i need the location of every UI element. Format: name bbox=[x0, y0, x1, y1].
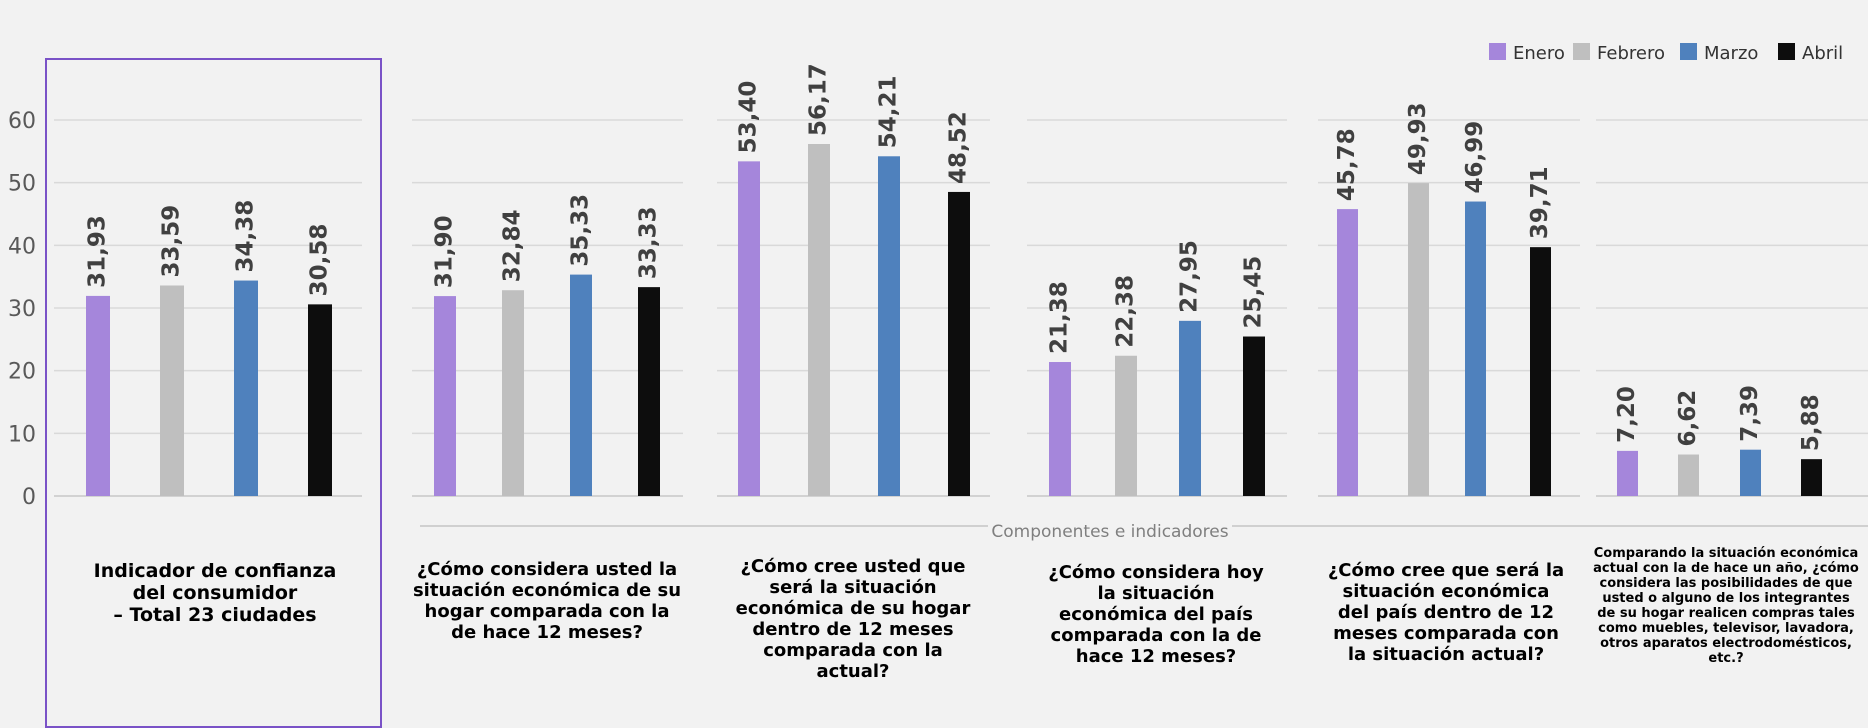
bar-panel-2-abril bbox=[638, 287, 660, 496]
data-label-panel-4-enero: 21,38 bbox=[1047, 281, 1073, 354]
y-tick-label: 10 bbox=[8, 422, 36, 447]
data-label-panel-5-marzo: 46,99 bbox=[1462, 121, 1488, 194]
panel-label-6: Comparando la situación económica actual… bbox=[1593, 546, 1859, 666]
data-label-panel-5-abril: 39,71 bbox=[1527, 166, 1553, 239]
bar-panel-1-abril bbox=[308, 304, 332, 496]
bar-panel-4-enero bbox=[1049, 362, 1071, 496]
legend-swatch-febrero bbox=[1573, 43, 1590, 60]
data-label-panel-1-marzo: 34,38 bbox=[233, 200, 259, 273]
bar-panel-3-enero bbox=[738, 161, 760, 497]
bar-panel-6-enero bbox=[1617, 450, 1638, 496]
y-tick-label: 0 bbox=[22, 485, 36, 510]
bar-panel-4-abril bbox=[1243, 336, 1265, 496]
bar-panel-5-abril bbox=[1530, 247, 1551, 496]
data-label-panel-5-enero: 45,78 bbox=[1334, 128, 1360, 201]
data-label-panel-3-febrero: 56,17 bbox=[806, 63, 832, 136]
data-labels: 31,93 33,59 34,38 30,58 31,90 32,84 35,33 33,33… bbox=[85, 63, 1825, 451]
bars bbox=[86, 144, 1822, 497]
bar-panel-6-febrero bbox=[1678, 454, 1699, 496]
data-label-panel-4-febrero: 22,38 bbox=[1113, 275, 1139, 348]
bar-panel-5-febrero bbox=[1408, 183, 1429, 496]
data-label-panel-1-enero: 31,93 bbox=[85, 215, 111, 288]
bar-panel-3-marzo bbox=[878, 156, 900, 496]
data-label-panel-6-enero: 7,20 bbox=[1614, 386, 1640, 443]
data-label-panel-2-febrero: 32,84 bbox=[500, 209, 526, 282]
panel-label-1: Indicador de confianza del consumidor – … bbox=[93, 560, 337, 626]
category-axis-title: Componentes e indicadores bbox=[991, 522, 1228, 542]
data-label-panel-4-abril: 25,45 bbox=[1241, 256, 1267, 329]
bar-panel-2-marzo bbox=[570, 274, 592, 496]
data-label-panel-2-abril: 33,33 bbox=[636, 206, 662, 279]
bar-panel-3-febrero bbox=[808, 144, 830, 496]
legend-swatch-marzo bbox=[1680, 43, 1697, 60]
y-axis-ticks: 0 10 20 30 40 50 60 bbox=[8, 109, 36, 510]
legend-label-febrero: Febrero bbox=[1597, 43, 1665, 64]
legend-label-abril: Abril bbox=[1802, 43, 1843, 64]
data-label-panel-5-febrero: 49,93 bbox=[1405, 102, 1431, 175]
bar-panel-2-febrero bbox=[502, 290, 524, 496]
data-label-panel-6-febrero: 6,62 bbox=[1675, 390, 1701, 447]
y-tick-label: 30 bbox=[8, 297, 36, 322]
data-label-panel-3-abril: 48,52 bbox=[946, 111, 972, 184]
panel-label-4: ¿Cómo considera hoy la situación económi… bbox=[1048, 562, 1264, 667]
bar-panel-5-marzo bbox=[1465, 201, 1486, 496]
bar-panel-4-marzo bbox=[1179, 320, 1201, 496]
data-label-panel-2-marzo: 35,33 bbox=[568, 194, 594, 267]
data-label-panel-3-marzo: 54,21 bbox=[876, 76, 902, 149]
bar-panel-4-febrero bbox=[1115, 355, 1137, 496]
bar-panel-6-abril bbox=[1801, 459, 1822, 496]
bar-panel-1-febrero bbox=[160, 285, 184, 496]
legend-label-enero: Enero bbox=[1513, 43, 1565, 64]
data-label-panel-6-marzo: 7,39 bbox=[1737, 385, 1763, 442]
category-axis: Componentes e indicadores bbox=[420, 522, 1868, 542]
bar-panel-1-enero bbox=[86, 295, 110, 496]
data-label-panel-2-enero: 31,90 bbox=[432, 215, 458, 288]
panel-label-2: ¿Cómo considera usted la situación econó… bbox=[412, 559, 682, 643]
legend: Enero Febrero Marzo Abril bbox=[1489, 43, 1843, 64]
y-tick-label: 60 bbox=[8, 109, 36, 134]
bar-panel-1-marzo bbox=[234, 280, 258, 496]
bar-panel-5-enero bbox=[1337, 209, 1358, 496]
y-tick-label: 20 bbox=[8, 360, 36, 385]
legend-swatch-enero bbox=[1489, 43, 1506, 60]
y-tick-label: 50 bbox=[8, 172, 36, 197]
bar-panel-3-abril bbox=[948, 191, 970, 496]
legend-label-marzo: Marzo bbox=[1704, 43, 1758, 64]
legend-swatch-abril bbox=[1778, 43, 1795, 60]
highlight-box bbox=[45, 58, 382, 728]
bar-panel-2-enero bbox=[434, 296, 456, 496]
data-label-panel-1-febrero: 33,59 bbox=[159, 205, 185, 278]
panel-label-5: ¿Cómo cree que será la situación económi… bbox=[1327, 560, 1565, 665]
data-label-panel-6-abril: 5,88 bbox=[1798, 394, 1824, 451]
data-label-panel-4-marzo: 27,95 bbox=[1177, 240, 1203, 313]
data-label-panel-1-abril: 30,58 bbox=[307, 224, 333, 297]
data-label-panel-3-enero: 53,40 bbox=[736, 81, 762, 154]
bar-panel-6-marzo bbox=[1740, 449, 1761, 496]
panel-label-3: ¿Cómo cree usted que será la situación e… bbox=[735, 556, 971, 682]
y-tick-label: 40 bbox=[8, 234, 36, 259]
